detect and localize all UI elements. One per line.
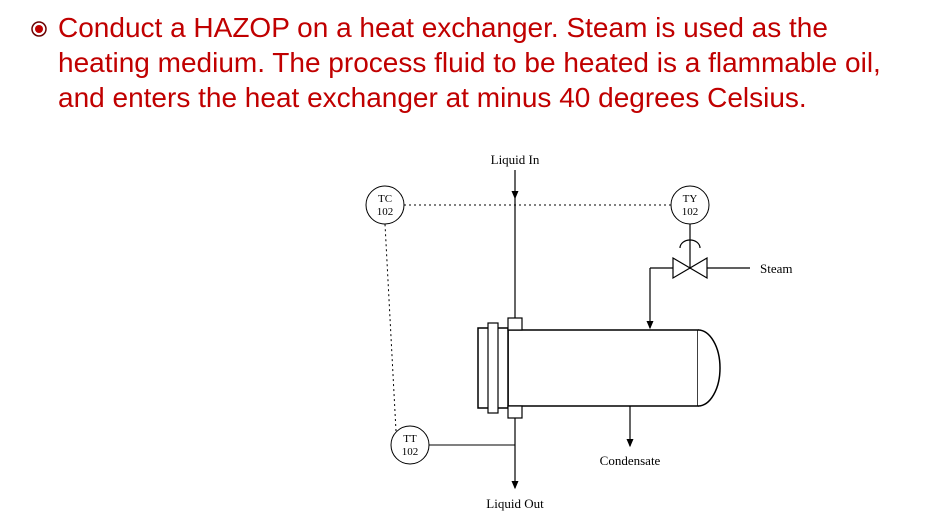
nozzle-liquid-out (508, 406, 522, 418)
svg-text:TT: TT (403, 433, 417, 445)
instrument-tt: TT 102 (391, 426, 429, 464)
channel-head (478, 323, 508, 413)
nozzle-liquid-in (508, 318, 522, 330)
diagram-svg: Liquid In TC 102 TY 102 Steam (260, 150, 900, 520)
signal-tt-tc (385, 224, 396, 431)
svg-text:102: 102 (377, 206, 394, 218)
instrument-tc: TC 102 (366, 186, 404, 224)
shell-body (508, 330, 720, 406)
label-steam: Steam (760, 261, 793, 276)
svg-text:TC: TC (378, 193, 392, 205)
instrument-ty: TY 102 (671, 186, 709, 224)
slide-text: Conduct a HAZOP on a heat exchanger. Ste… (58, 10, 903, 115)
label-liquid-out: Liquid Out (486, 496, 544, 511)
svg-text:TY: TY (683, 193, 698, 205)
heat-exchanger-diagram: Liquid In TC 102 TY 102 Steam (260, 150, 900, 525)
label-liquid-in: Liquid In (491, 152, 540, 167)
label-condensate: Condensate (600, 453, 661, 468)
bullet-icon (30, 20, 48, 38)
svg-text:102: 102 (682, 206, 699, 218)
svg-text:102: 102 (402, 446, 419, 458)
